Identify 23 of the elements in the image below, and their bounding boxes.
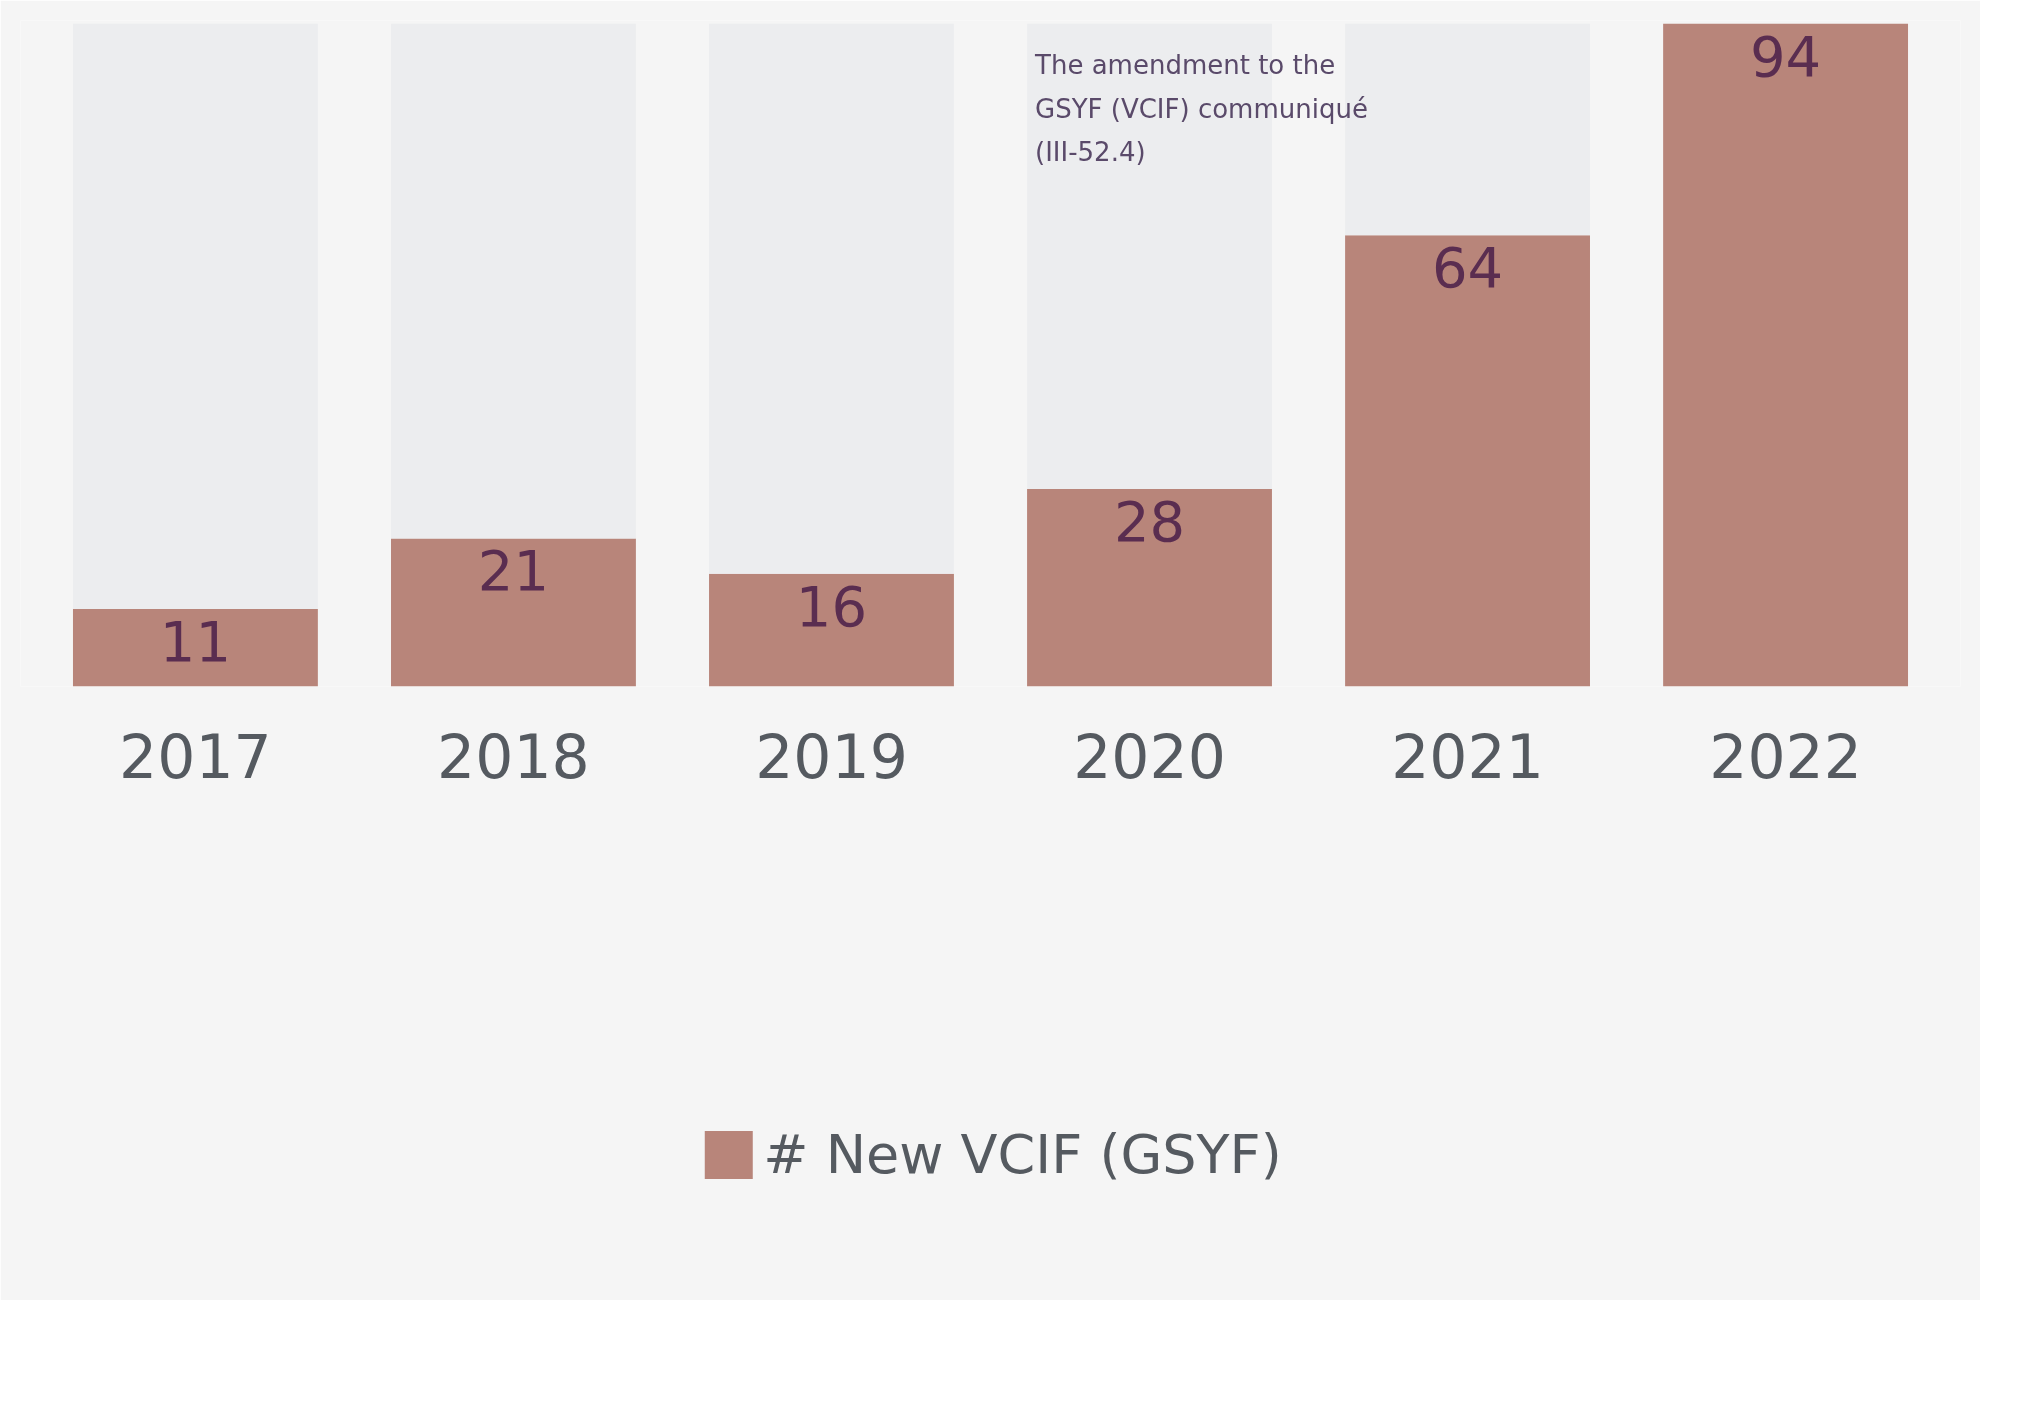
data-label: 64 [1431, 235, 1504, 301]
bar [72, 23, 318, 609]
data-label: 94 [1749, 23, 1822, 89]
x-tick-label: 2017 [119, 721, 272, 792]
bar [391, 23, 636, 539]
bar [1345, 235, 1590, 687]
x-tick-label: 2022 [1709, 721, 1862, 792]
bar [72, 608, 318, 687]
data-label: 11 [159, 608, 232, 674]
data-label: 28 [1113, 489, 1186, 555]
x-tick-label: 2018 [437, 721, 590, 792]
x-tick-label: 2021 [1391, 721, 1544, 792]
bar [1027, 489, 1272, 687]
annotation: The amendment to the GSYF (VCIF) communiqué (III-52.4) [1034, 50, 1368, 168]
data-label: 21 [477, 538, 550, 604]
x-tick-label: 2020 [1073, 721, 1226, 792]
bar [1663, 23, 1909, 687]
data-label: 16 [795, 573, 868, 639]
legend-label: # New VCIF (GSYF) [763, 1122, 1282, 1186]
bar [709, 23, 954, 574]
bar [709, 573, 954, 687]
bar [391, 538, 636, 687]
x-tick-label: 2019 [755, 721, 908, 792]
